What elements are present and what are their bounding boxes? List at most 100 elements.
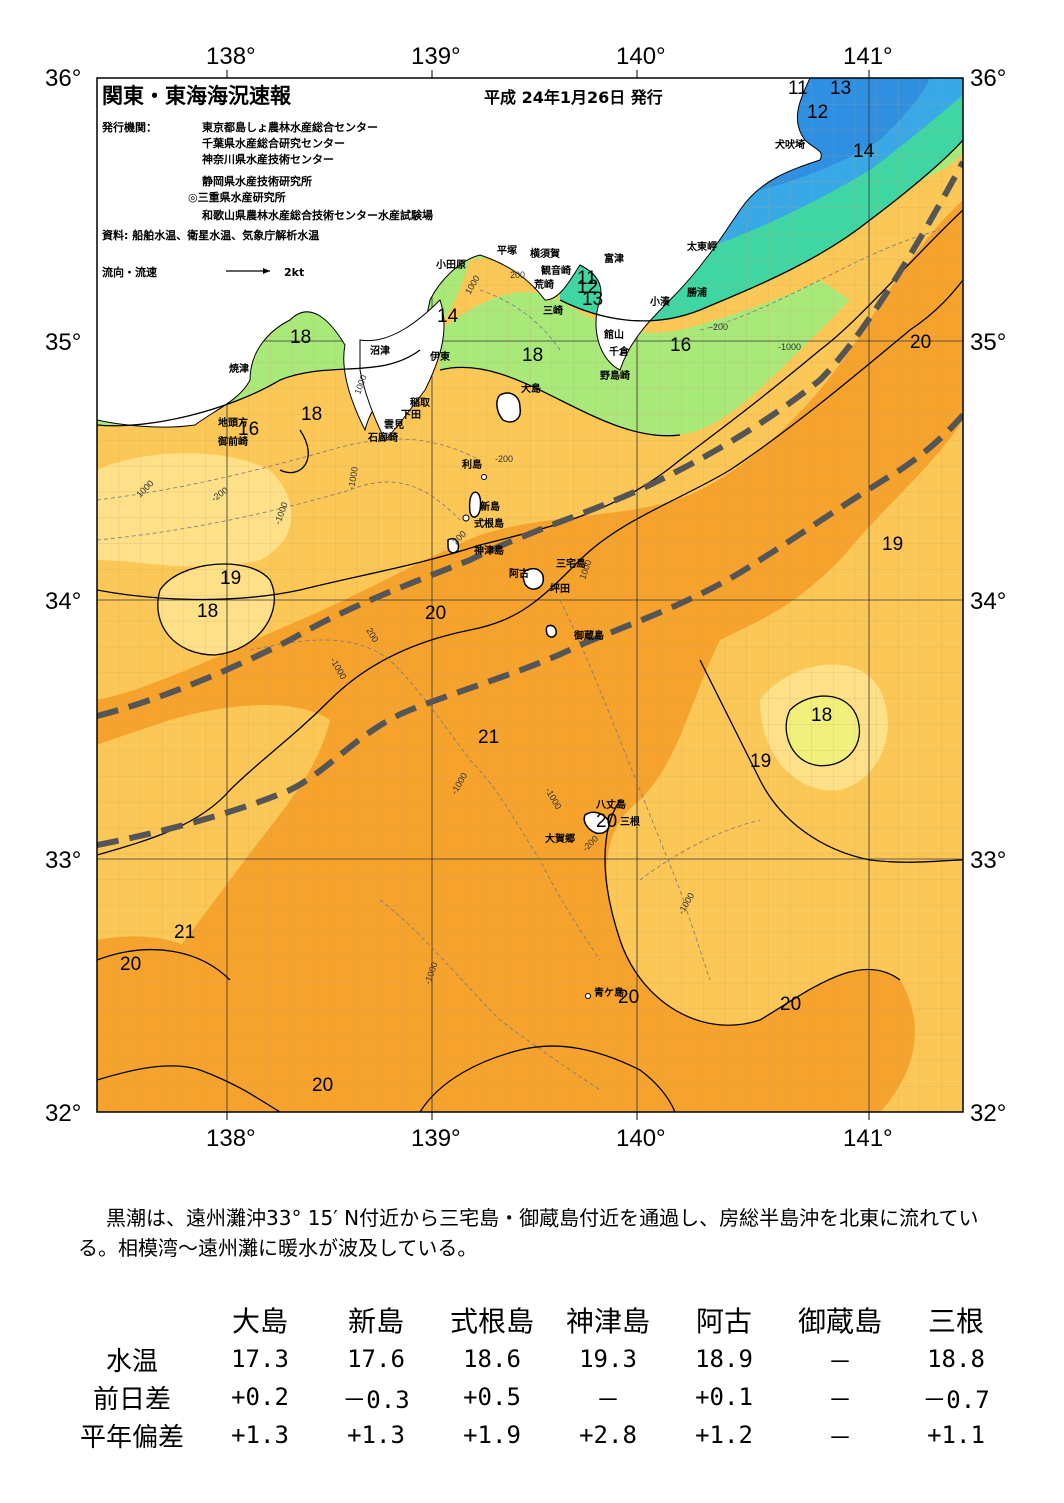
lat-label-32: 32° — [45, 1100, 81, 1127]
col-header: 神津島 — [565, 1305, 650, 1338]
lat-axis-right: 36° 35° 34° 33° 32° — [970, 65, 1006, 1127]
row-header: 平年偏差 — [79, 1422, 184, 1453]
island-toshima[interactable] — [481, 474, 487, 480]
iso-label: 18 — [811, 705, 832, 726]
publisher-2: 千葉県水産総合研究センター — [202, 136, 345, 150]
table-cell: － — [596, 1385, 620, 1414]
table-cell: 17.6 — [347, 1345, 405, 1373]
place-ito: 伊東 — [429, 350, 450, 363]
land-kanto-boso[interactable] — [97, 78, 822, 432]
iso-label: 18 — [197, 601, 218, 622]
iso-label: 20 — [120, 954, 141, 975]
iso-label: 20 — [618, 987, 639, 1008]
place-katsuura: 勝浦 — [687, 286, 707, 299]
lon-axis-top: 138° 139° 140° 141° — [206, 43, 893, 70]
lat-label-33: 33° — [45, 847, 81, 874]
lon-label-141-bottom: 141° — [843, 1125, 893, 1152]
iso-label: 12 — [807, 102, 828, 123]
lat-label-35: 35° — [45, 329, 81, 356]
table-cell: 18.8 — [927, 1345, 985, 1373]
island-kozushima[interactable] — [447, 538, 460, 554]
lat-label-34: 34° — [45, 588, 81, 615]
data-sources: 資料: 船舶水温、衛星水温、気象庁解析水温 — [102, 228, 319, 242]
issue-date: 平成 24年1月26日 発行 — [484, 88, 663, 107]
table-cell: +1.1 — [927, 1421, 985, 1449]
table-cell: +1.3 — [231, 1421, 289, 1449]
summary-text: 黒潮は、遠州灘沖33° 15′ N付近から三宅島・御蔵島付近を通過し、房総半島沖… — [78, 1206, 979, 1260]
publisher-6: 和歌山県農林水産総合技術センター水産試験場 — [202, 208, 433, 222]
lon-label-140: 140° — [616, 43, 666, 70]
island-shikinejima[interactable] — [462, 514, 470, 522]
island-hachijojima[interactable] — [583, 811, 610, 835]
place-yokosuka: 横須賀 — [530, 247, 560, 260]
island-mikurajima[interactable] — [545, 624, 557, 638]
place-nojimazaki: 野島崎 — [600, 369, 630, 382]
lon-label-140-bottom: 140° — [616, 1125, 666, 1152]
place-aogashima: 青ケ島 — [594, 986, 624, 999]
table-row: 前日差 +0.2 －0.3 +0.5 － +0.1 － －0.7 — [62, 1378, 1014, 1416]
col-header: 三根 — [927, 1305, 984, 1338]
island-aogashima[interactable] — [585, 993, 591, 999]
table-cell: － — [828, 1423, 852, 1452]
place-mitsune: 三根 — [620, 815, 640, 828]
table-cell: +1.3 — [347, 1421, 405, 1449]
island-niijima[interactable] — [468, 491, 482, 518]
depth-label: -1000 — [346, 466, 360, 490]
land-izu-peninsula[interactable] — [359, 299, 445, 441]
depth-label: -200 — [710, 322, 728, 332]
place-omaezaki: 御前崎 — [217, 435, 248, 448]
place-jitogata: 地頭方 — [218, 416, 248, 429]
iso-label: 16 — [670, 335, 691, 356]
place-kumomi: 雲見 — [384, 419, 404, 431]
lon-label-139-bottom: 139° — [411, 1125, 461, 1152]
table-cell: +0.1 — [695, 1383, 753, 1411]
depth-label: -200 — [495, 454, 513, 464]
place-chikura: 千倉 — [609, 345, 630, 358]
place-irozaki: 石廊崎 — [367, 431, 398, 444]
table-cell: +0.2 — [231, 1383, 289, 1411]
place-inatori: 稲取 — [410, 396, 431, 409]
iso-label: 14 — [853, 141, 875, 162]
table-cell: 17.3 — [231, 1345, 289, 1373]
frame-ticks — [226, 70, 870, 1120]
publisher-3: 神奈川県水産技術センター — [202, 152, 334, 166]
table-row: 水温 17.3 17.6 18.6 19.3 18.9 － 18.8 — [62, 1340, 1014, 1378]
place-tateyama: 館山 — [603, 328, 624, 341]
place-niijima: 新島 — [480, 500, 500, 513]
table-cell: －0.7 — [922, 1385, 990, 1414]
iso-label: 13 — [582, 289, 603, 310]
map-border — [96, 77, 964, 1113]
map-frame-content — [97, 78, 963, 1112]
iso-label: 14 — [437, 306, 459, 327]
place-taitomisaki: 太東岬 — [686, 240, 717, 253]
place-kominato: 小湊 — [649, 295, 671, 308]
depth-contours — [97, 229, 941, 1091]
iso-label: 12 — [577, 277, 598, 298]
map-title: 関東・東海海況速報 — [102, 84, 292, 108]
place-arasaki: 荒崎 — [533, 278, 554, 291]
table-cell: +0.5 — [463, 1383, 521, 1411]
place-miyakejima: 三宅島 — [556, 557, 586, 570]
place-futtsu: 富津 — [604, 252, 624, 265]
lat-label-36-right: 36° — [970, 65, 1006, 92]
iso-label: 13 — [830, 78, 851, 99]
table-cell: +1.9 — [463, 1421, 521, 1449]
col-header: 御蔵島 — [797, 1305, 882, 1338]
table-cell: +2.8 — [579, 1421, 637, 1449]
island-temperature-table: 大島 新島 式根島 神津島 阿古 御蔵島 三根 水温 17.3 17.6 18.… — [62, 1300, 1014, 1454]
place-numazu: 沼津 — [370, 344, 390, 357]
place-inubosaki: 犬吠埼 — [775, 138, 805, 151]
iso-label: 19 — [882, 534, 903, 555]
lon-label-138: 138° — [206, 43, 256, 70]
iso-label: 21 — [478, 727, 499, 748]
iso-label: 21 — [174, 922, 195, 943]
place-mikurajima: 御蔵島 — [573, 629, 604, 642]
publisher-label: 発行機関： — [101, 120, 157, 134]
table-cell: －0.3 — [342, 1385, 410, 1414]
place-yaizu: 焼津 — [229, 362, 249, 375]
iso-label: 20 — [425, 603, 446, 624]
place-odawara: 小田原 — [435, 258, 466, 271]
iso-label: 19 — [220, 568, 241, 589]
island-miyakejima[interactable] — [522, 568, 545, 590]
island-oshima[interactable] — [496, 392, 521, 423]
